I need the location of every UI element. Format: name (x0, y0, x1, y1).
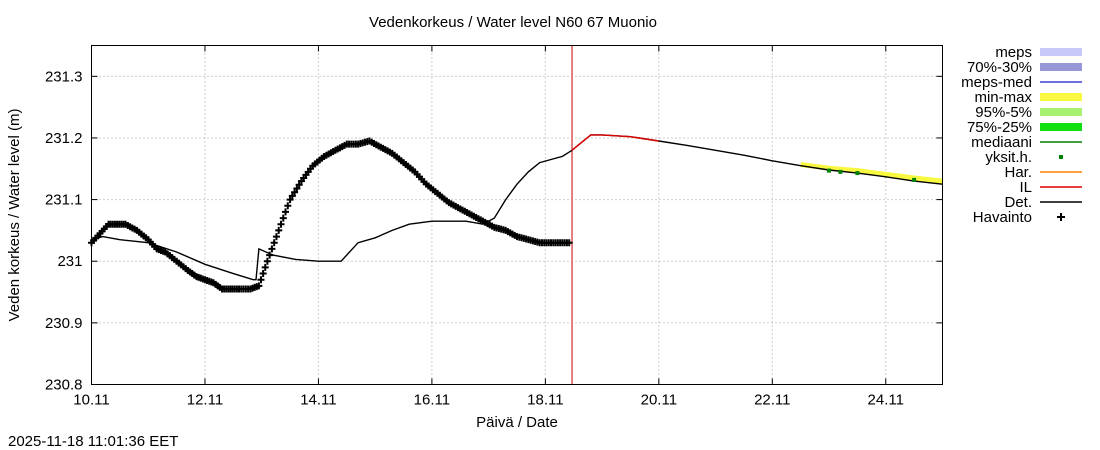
observation-point (255, 282, 263, 290)
legend-label-median: mediaani (971, 134, 1032, 151)
observation-point (288, 192, 296, 200)
observation-point (277, 220, 285, 228)
observation-point (293, 184, 301, 192)
observation-point (270, 239, 278, 247)
legend-swatch-p95_5 (1040, 108, 1082, 116)
legend-swatch-p75_25 (1040, 123, 1082, 131)
y-tick-label: 231.3 (45, 68, 83, 85)
observation-point (261, 263, 269, 271)
series-line-il (571, 134, 659, 151)
x-tick-label: 18.11 (527, 392, 563, 409)
x-tick-label: 10.11 (73, 392, 109, 409)
legend-swatch-p70_30 (1040, 63, 1082, 71)
observation-point (279, 214, 287, 222)
legend-label-p95_5: 95%-5% (975, 104, 1032, 121)
legend-label-meps_med: meps-med (961, 74, 1032, 91)
observation-point (275, 226, 283, 234)
y-tick-label: 231 (57, 253, 82, 270)
chart-title: Vedenkorkeus / Water level N60 67 Muonio (369, 14, 657, 31)
legend-label-il: IL (1019, 179, 1032, 196)
single-member-point (855, 171, 860, 176)
x-axis-label: Päivä / Date (476, 414, 558, 431)
observation-point (257, 276, 265, 284)
observation-point (282, 208, 290, 216)
y-tick-label: 230.8 (45, 377, 83, 394)
series-line-det- (91, 134, 943, 281)
legend-swatch-yksit (1059, 155, 1063, 159)
single-member-point (827, 168, 832, 173)
legend-label-det: Det. (1004, 194, 1032, 211)
legend-swatch-minmax (1040, 93, 1082, 101)
y-tick-label: 231.2 (45, 130, 83, 147)
legend-label-obs: Havainto (973, 209, 1032, 226)
legend-label-p75_25: 75%-25% (967, 119, 1032, 136)
timestamp: 2025-11-18 11:01:36 EET (8, 433, 178, 450)
x-tick-label: 14.11 (300, 392, 336, 409)
y-axis-label: Veden korkeus / Water level (m) (6, 109, 23, 322)
observation-point (259, 270, 267, 278)
single-member-point (912, 177, 917, 182)
observation-point (295, 181, 303, 189)
legend-swatch-obs (1057, 213, 1065, 221)
plot-frame (91, 45, 943, 385)
x-tick-label: 16.11 (414, 392, 450, 409)
observation-point (272, 233, 280, 241)
y-tick-label: 230.9 (45, 315, 83, 332)
observation-point (263, 257, 271, 265)
single-member-point (838, 169, 843, 174)
legend-label-minmax: min-max (974, 89, 1032, 106)
legend-swatch-meps (1040, 48, 1082, 56)
observation-point (291, 188, 299, 196)
x-tick-label: 24.11 (868, 392, 904, 409)
series-line-min-max (800, 162, 943, 184)
legend-label-meps: meps (995, 44, 1032, 61)
x-tick-label: 22.11 (754, 392, 790, 409)
observation-point (268, 245, 276, 253)
observation-point (565, 239, 573, 247)
observation-point (266, 251, 274, 259)
legend-label-har: Har. (1004, 164, 1032, 181)
x-tick-label: 20.11 (641, 392, 677, 409)
x-tick-label: 12.11 (187, 392, 223, 409)
y-tick-label: 231.1 (45, 192, 83, 209)
observation-point (286, 196, 294, 204)
legend-label-yksit: yksit.h. (985, 149, 1032, 166)
legend-label-p70_30: 70%-30% (967, 59, 1032, 76)
observation-point (284, 202, 292, 210)
